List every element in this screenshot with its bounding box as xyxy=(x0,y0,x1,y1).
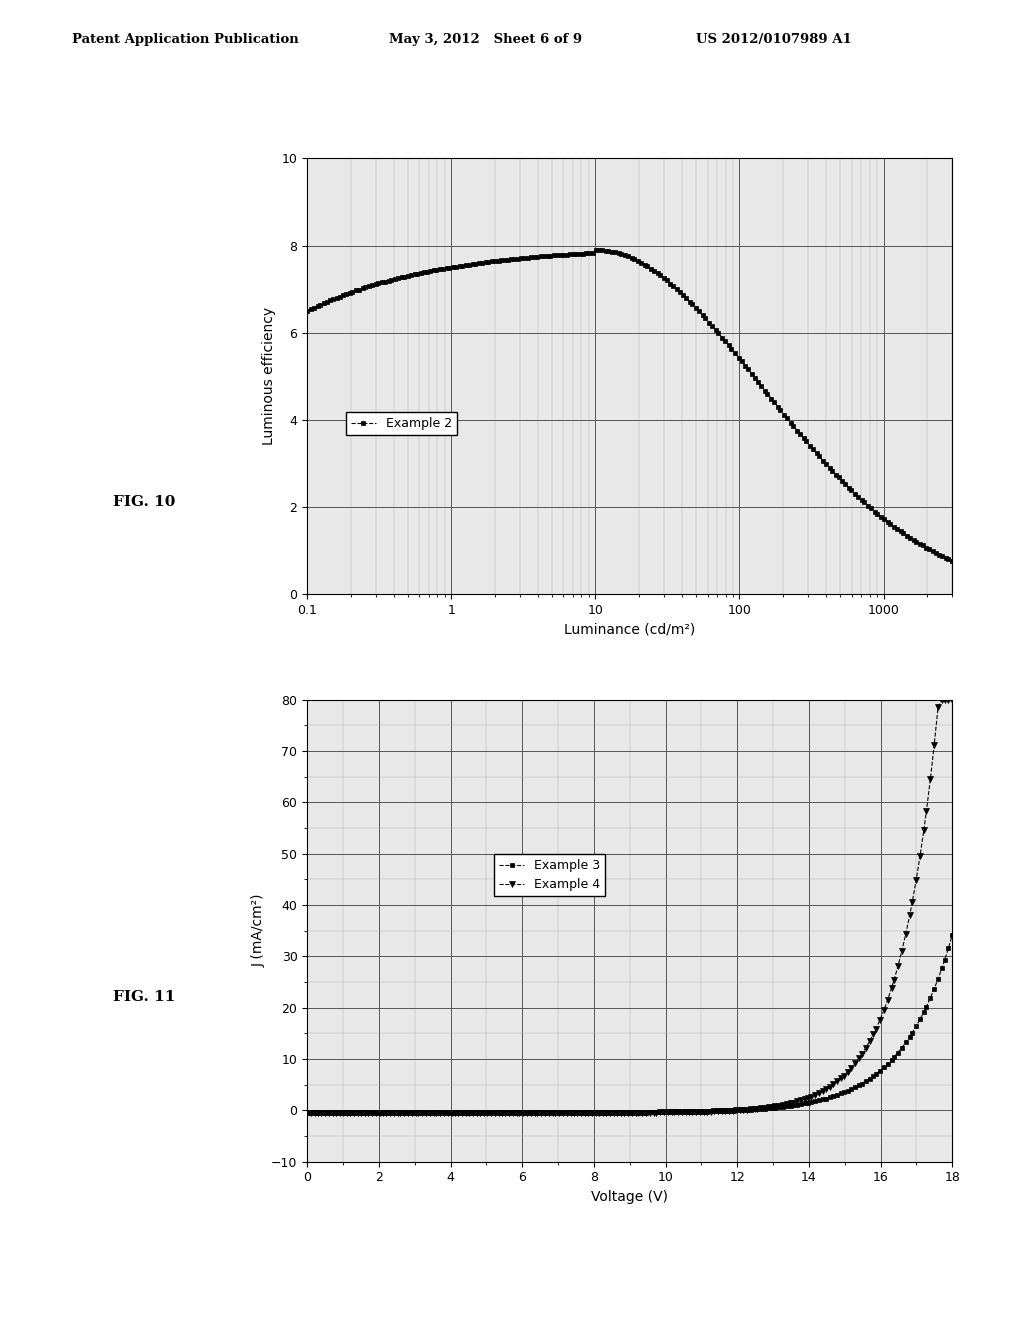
Example 4 xyxy=(311,1105,324,1121)
Example 3 xyxy=(434,1105,446,1121)
Example 3 xyxy=(873,1063,886,1078)
X-axis label: Voltage (V): Voltage (V) xyxy=(591,1189,669,1204)
Text: Patent Application Publication: Patent Application Publication xyxy=(72,33,298,46)
Example 2 xyxy=(340,286,352,302)
Example 4 xyxy=(925,771,937,787)
Text: FIG. 11: FIG. 11 xyxy=(113,990,175,1005)
Line: Example 4: Example 4 xyxy=(304,697,955,1115)
Example 3 xyxy=(311,1105,324,1121)
Example 2 xyxy=(301,302,313,318)
Example 3 xyxy=(301,1105,313,1121)
Example 4 xyxy=(873,1012,886,1028)
Example 3 xyxy=(377,1105,389,1121)
Example 3 xyxy=(946,927,958,942)
Text: US 2012/0107989 A1: US 2012/0107989 A1 xyxy=(696,33,852,46)
Example 3 xyxy=(925,990,937,1006)
X-axis label: Luminance (cd/m²): Luminance (cd/m²) xyxy=(564,622,695,636)
Legend: Example 2: Example 2 xyxy=(346,412,457,436)
Text: FIG. 10: FIG. 10 xyxy=(113,495,175,510)
Example 2 xyxy=(590,242,602,257)
Example 4 xyxy=(301,1105,313,1121)
Example 2 xyxy=(946,553,958,569)
Example 2 xyxy=(916,537,929,553)
Example 4 xyxy=(547,1105,559,1121)
Line: Example 3: Example 3 xyxy=(305,933,954,1115)
Example 2 xyxy=(894,524,906,540)
Line: Example 2: Example 2 xyxy=(305,248,954,562)
Example 4 xyxy=(946,692,958,708)
Y-axis label: J (mA/cm²): J (mA/cm²) xyxy=(252,894,265,968)
Example 3 xyxy=(547,1105,559,1121)
Example 4 xyxy=(377,1105,389,1121)
Example 2 xyxy=(327,292,339,308)
Example 4 xyxy=(936,692,948,708)
Y-axis label: Luminous efficiency: Luminous efficiency xyxy=(262,308,276,445)
Text: May 3, 2012   Sheet 6 of 9: May 3, 2012 Sheet 6 of 9 xyxy=(389,33,583,46)
Example 2 xyxy=(473,255,485,271)
Example 4 xyxy=(434,1105,446,1121)
Example 2 xyxy=(421,264,433,280)
Legend: Example 3, Example 4: Example 3, Example 4 xyxy=(495,854,605,896)
